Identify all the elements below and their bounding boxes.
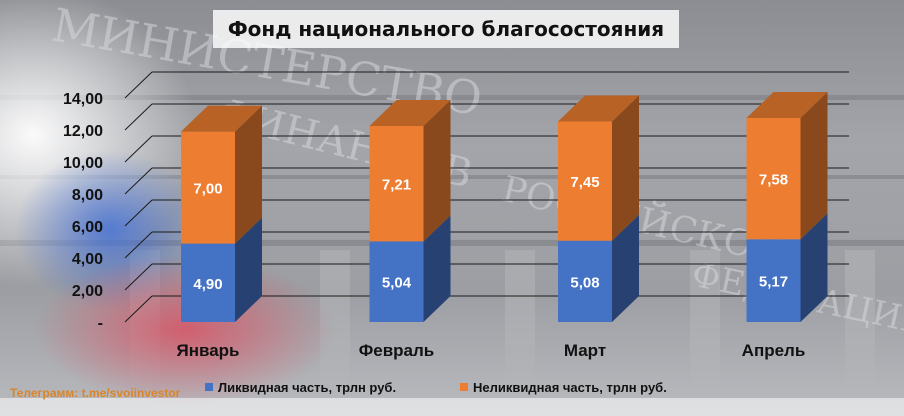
bar-segment <box>746 118 801 240</box>
bar-side-face <box>800 92 828 240</box>
chart-title: Фонд национального благосостояния <box>227 17 665 41</box>
y-tick-label: 4,00 <box>72 251 103 268</box>
bar-side-face <box>800 213 828 322</box>
y-tick-label: 10,00 <box>63 155 103 172</box>
bar-side-face <box>612 214 639 322</box>
bar-segment <box>181 131 235 244</box>
x-tick-label: Январь <box>176 341 239 360</box>
data-label: 4,90 <box>193 276 222 293</box>
y-tick-label: 6,00 <box>72 219 103 236</box>
data-label: 5,08 <box>570 274 599 291</box>
bar-segment <box>746 239 801 322</box>
bar-segment <box>558 240 612 322</box>
data-label: 5,04 <box>382 275 412 292</box>
bar-segment <box>369 126 424 242</box>
legend-label-illiquid: Неликвидная часть, трлн руб. <box>473 379 667 395</box>
bar-segment <box>181 243 235 322</box>
bar-side-face <box>235 105 262 244</box>
bar-top-face <box>558 95 639 122</box>
data-label: 7,58 <box>759 172 788 189</box>
bar-segment <box>558 121 612 241</box>
bar-segment <box>369 241 424 322</box>
bar-side-face <box>423 100 451 242</box>
data-label: 7,21 <box>382 177 411 194</box>
grid-depth-line <box>124 231 153 259</box>
bar-top-face <box>369 100 451 126</box>
source-credit: Телеграмм: t.me/svoiinvestor <box>10 386 181 400</box>
x-tick-label: Апрель <box>742 341 806 360</box>
bar-top-face <box>181 105 262 132</box>
bar-top-face <box>746 92 828 118</box>
bar-side-face <box>235 217 262 322</box>
legend-swatch-liquid <box>205 383 213 391</box>
y-tick-label: - <box>98 315 103 332</box>
y-tick-label: 2,00 <box>72 283 103 300</box>
data-label: 7,45 <box>570 174 599 191</box>
grid-depth-line <box>124 295 153 323</box>
title-background <box>213 10 679 48</box>
data-label: 7,00 <box>193 181 222 198</box>
y-tick-label: 14,00 <box>63 91 103 108</box>
x-tick-label: Март <box>564 341 606 360</box>
grid-depth-line <box>124 71 153 99</box>
legend-label-liquid: Ликвидная часть, трлн руб. <box>218 379 397 395</box>
legend-item-illiquid: Неликвидная часть, трлн руб. <box>460 379 667 395</box>
grid-depth-line <box>124 135 153 163</box>
grid-depth-line <box>124 167 153 195</box>
grid-depth-line <box>124 263 153 291</box>
x-tick-label: Февраль <box>359 341 435 360</box>
grid-depth-line <box>124 103 153 131</box>
bar-side-face <box>423 215 451 322</box>
y-tick-label: 12,00 <box>63 123 103 140</box>
bar-side-face <box>612 95 639 241</box>
y-tick-label: 8,00 <box>72 187 103 204</box>
grid-depth-line <box>124 199 153 227</box>
data-label: 5,17 <box>759 274 788 291</box>
legend-swatch-illiquid <box>460 383 468 391</box>
legend-item-liquid: Ликвидная часть, трлн руб. <box>205 379 396 395</box>
